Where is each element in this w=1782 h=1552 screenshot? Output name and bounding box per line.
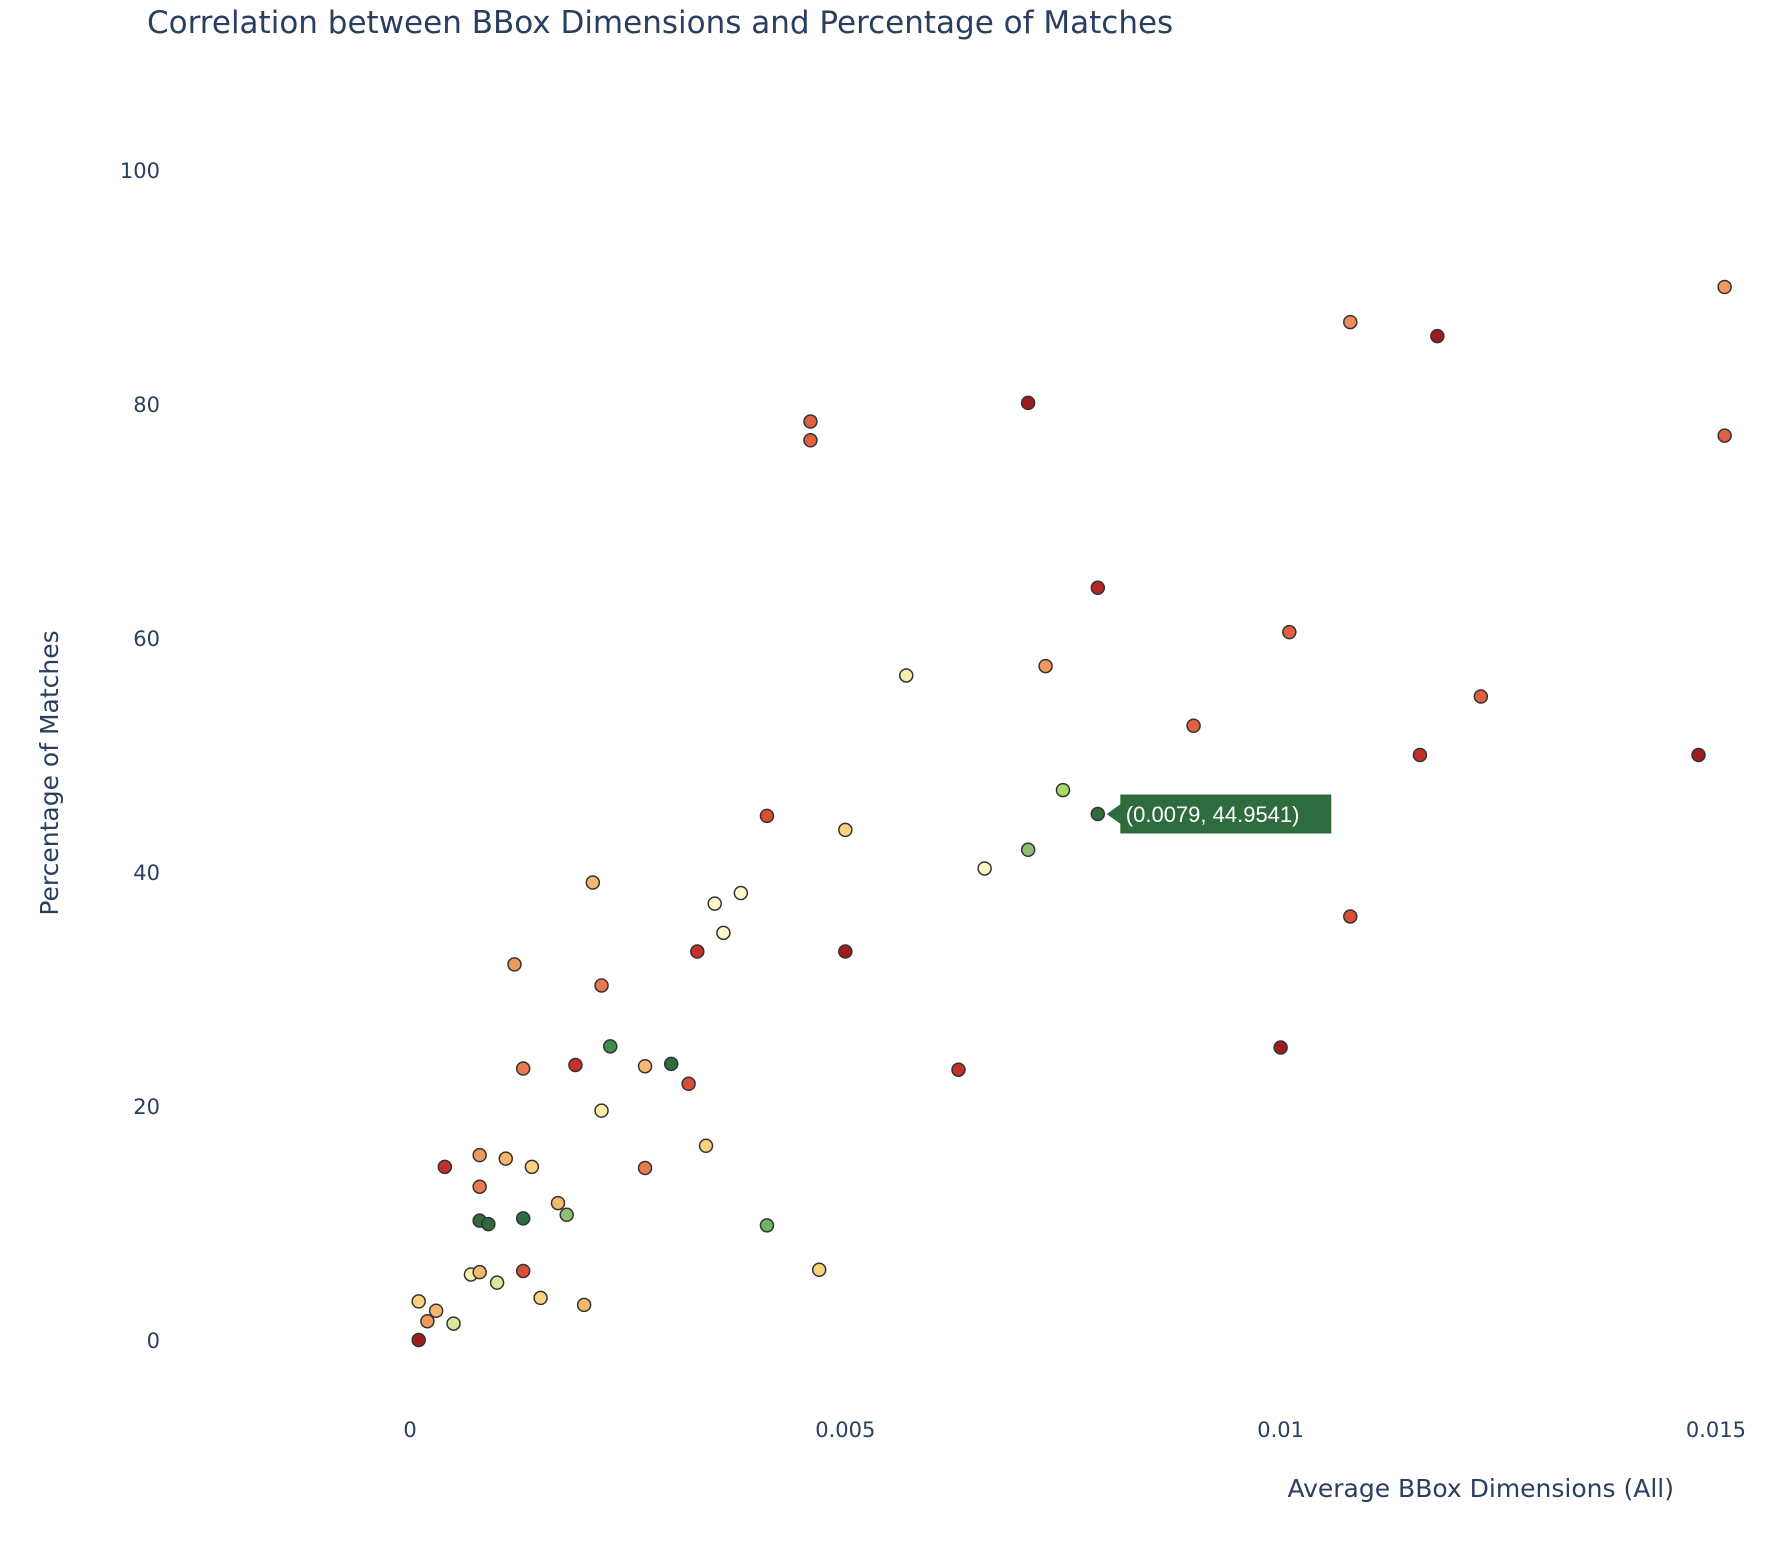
- data-point[interactable]: [576, 1297, 592, 1313]
- y-axis-title: Percentage of Matches: [35, 630, 64, 915]
- data-point[interactable]: [411, 1294, 426, 1309]
- tooltip-label: (0.0079, 44.9541): [1126, 802, 1300, 827]
- data-point[interactable]: [472, 1264, 487, 1280]
- data-point[interactable]: [1090, 580, 1106, 595]
- data-point[interactable]: [977, 861, 992, 876]
- data-point[interactable]: [420, 1314, 435, 1329]
- data-point[interactable]: [507, 957, 522, 972]
- data-point[interactable]: [472, 1147, 487, 1163]
- data-point[interactable]: [759, 1218, 775, 1233]
- data-point[interactable]: [594, 978, 609, 993]
- y-tick-label: 40: [133, 861, 160, 885]
- x-axis-title: Average BBox Dimensions (All): [1287, 1474, 1674, 1503]
- data-point[interactable]: [1282, 624, 1297, 640]
- chart-title: Correlation between BBox Dimensions and …: [147, 5, 1173, 41]
- data-point[interactable]: [1343, 314, 1358, 330]
- data-point[interactable]: [759, 808, 775, 824]
- data-point[interactable]: [498, 1151, 514, 1166]
- y-tick-label: 20: [133, 1095, 160, 1119]
- data-point[interactable]: [899, 668, 914, 683]
- data-point[interactable]: [1717, 428, 1732, 443]
- data-point[interactable]: [437, 1159, 453, 1175]
- data-point[interactable]: [637, 1058, 653, 1074]
- data-point[interactable]: [411, 1332, 426, 1348]
- data-point[interactable]: [838, 822, 853, 838]
- y-tick-label: 100: [120, 159, 160, 183]
- data-point[interactable]: [1430, 328, 1445, 344]
- data-point[interactable]: [707, 896, 722, 911]
- data-point[interactable]: [515, 1211, 531, 1226]
- data-point[interactable]: [1186, 718, 1201, 733]
- data-point[interactable]: [1717, 279, 1732, 295]
- data-point[interactable]: [568, 1057, 583, 1073]
- y-tick-label: 0: [147, 1329, 160, 1353]
- data-point[interactable]: [951, 1062, 966, 1077]
- data-point[interactable]: [803, 414, 818, 429]
- data-point[interactable]: [838, 944, 853, 959]
- data-point[interactable]: [1020, 842, 1036, 858]
- x-tick-label: 0.01: [1257, 1418, 1304, 1442]
- data-point[interactable]: [515, 1061, 531, 1076]
- data-point[interactable]: [1273, 1040, 1288, 1055]
- data-point[interactable]: [698, 1138, 714, 1154]
- scatter-points: [411, 279, 1732, 1348]
- data-point[interactable]: [811, 1262, 827, 1278]
- data-point[interactable]: [559, 1207, 574, 1223]
- data-point[interactable]: [716, 925, 731, 941]
- x-tick-label: 0: [403, 1418, 416, 1442]
- tooltip-box: [1104, 793, 1333, 835]
- data-point[interactable]: [1038, 658, 1053, 674]
- y-tick-label: 80: [133, 393, 160, 417]
- data-point[interactable]: [515, 1263, 531, 1279]
- data-point[interactable]: [489, 1275, 505, 1290]
- y-axis-ticks: 0 20 40 60 80 100: [120, 159, 160, 1353]
- data-point[interactable]: [585, 875, 601, 890]
- data-point[interactable]: [803, 433, 818, 448]
- data-point[interactable]: [1473, 689, 1489, 704]
- data-point[interactable]: [524, 1159, 540, 1175]
- data-point[interactable]: [1020, 395, 1036, 411]
- x-tick-label: 0.015: [1686, 1418, 1746, 1442]
- data-point[interactable]: [533, 1290, 548, 1306]
- data-point[interactable]: [1343, 909, 1358, 924]
- data-point[interactable]: [481, 1216, 496, 1232]
- data-point[interactable]: [1055, 782, 1071, 798]
- x-axis-ticks: 0 0.005 0.01 0.015: [403, 1418, 1746, 1442]
- data-point[interactable]: [472, 1179, 487, 1194]
- data-point[interactable]: [428, 1303, 444, 1318]
- data-point[interactable]: [733, 885, 749, 901]
- x-tick-label: 0.005: [815, 1418, 875, 1442]
- data-point[interactable]: [663, 1056, 679, 1072]
- data-point[interactable]: [550, 1195, 566, 1211]
- data-point[interactable]: [1691, 747, 1706, 763]
- y-tick-label: 60: [133, 627, 160, 651]
- data-point[interactable]: [1090, 806, 1106, 822]
- hover-tooltip: (0.0079, 44.9541): [1104, 793, 1333, 835]
- data-point[interactable]: [637, 1160, 653, 1176]
- data-point[interactable]: [681, 1076, 696, 1092]
- data-point[interactable]: [1412, 747, 1428, 763]
- data-point[interactable]: [594, 1103, 609, 1118]
- data-point[interactable]: [690, 944, 705, 959]
- data-point[interactable]: [602, 1039, 618, 1054]
- data-point[interactable]: [446, 1316, 461, 1331]
